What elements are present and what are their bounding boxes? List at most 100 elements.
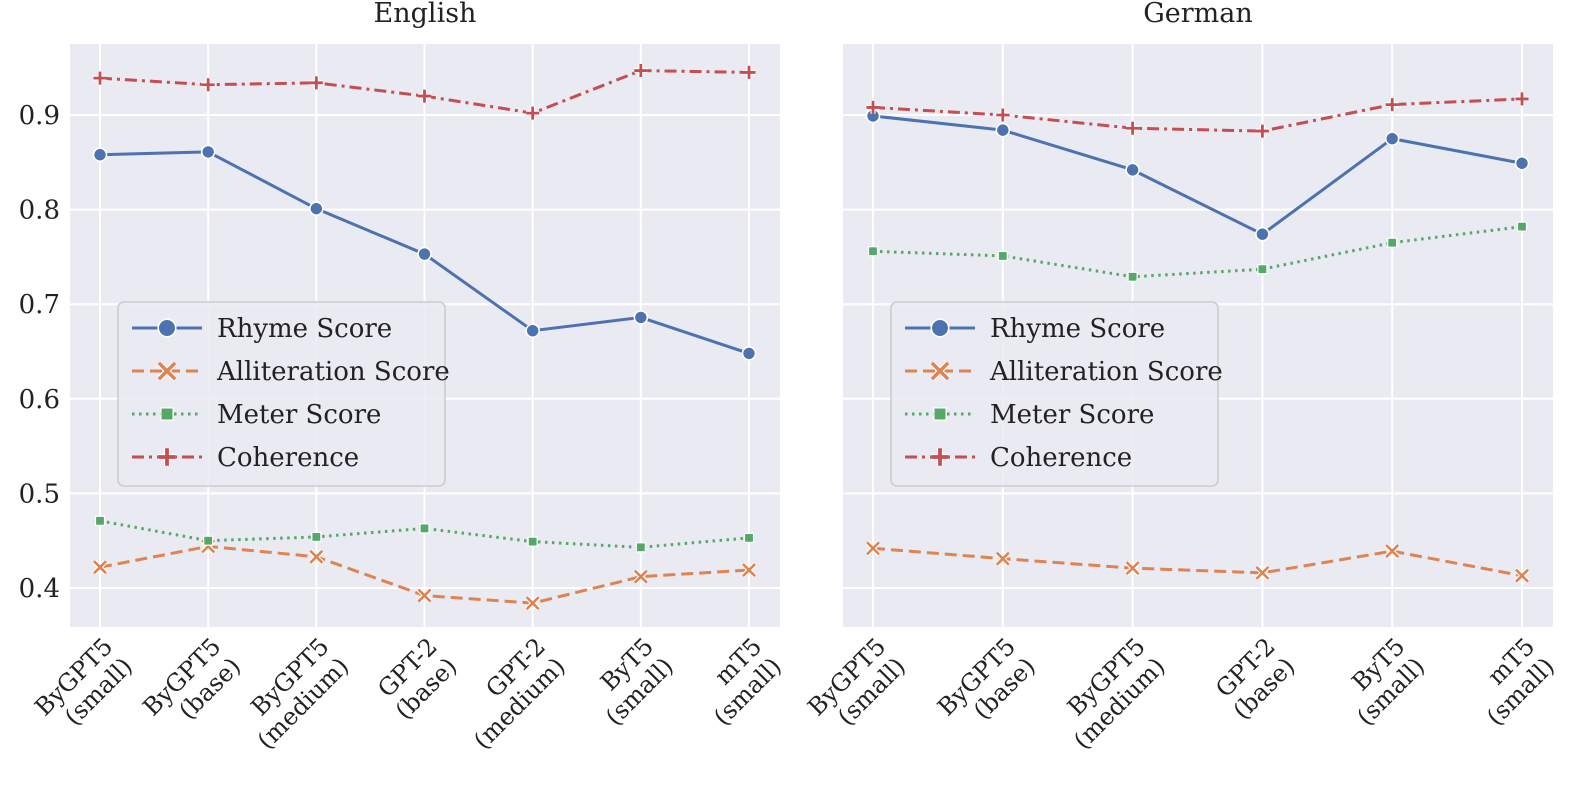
panel-2-legend-swatch-marker-3 [931, 448, 949, 466]
panel-2-series-1-point-0 [866, 541, 880, 556]
panel-1-series-2-point-3 [419, 523, 430, 534]
panel-2-legend-swatch-marker-0 [930, 318, 950, 338]
panel-2-xtick-label-2: ByGPT5(medium) [1048, 632, 1170, 754]
panel-1-ytick-label-4: 0.8 [19, 196, 60, 226]
panel-1-legend-label-1: Alliteration Score [216, 357, 450, 387]
panel-1-legend-label-3: Coherence [217, 443, 359, 473]
panel-1-series-1-point-2 [309, 549, 324, 564]
panel-2-series-3-point-1 [996, 108, 1010, 122]
panel-2: German ByGPT5(small) ByGPT5(base) ByGPT5(me… [802, 0, 1560, 755]
panel-2-series-2-point-2 [1127, 271, 1138, 282]
panel-2-series-0-point-2 [1125, 162, 1140, 178]
panel-1-legend-swatch-marker-0 [157, 318, 177, 338]
panel-2-series-3-point-5 [1515, 92, 1529, 106]
panel-1-series-3-point-0 [93, 71, 107, 85]
panel-2-series-0-point-1 [995, 122, 1011, 138]
panel-2-xtick-label-4: ByT5(small) [1332, 632, 1431, 731]
panel-1-xtick-label-3: GPT-2(base) [370, 632, 463, 725]
panel-1-series-0-point-3 [417, 246, 432, 262]
panel-1-series-0-point-4 [525, 323, 540, 338]
panel-2-series-2-point-0 [867, 246, 879, 257]
panel-2-series-2-point-5 [1516, 221, 1528, 232]
panel-1-series-3-point-6 [742, 65, 756, 79]
panel-1-legend-label-2: Meter Score [217, 400, 381, 430]
panel-2-series-2-point-1 [997, 250, 1008, 262]
panel-1-series-0-point-6 [741, 346, 757, 361]
panel-2-series-3 [866, 92, 1529, 138]
panel-2-series-0-point-3 [1255, 226, 1270, 242]
panel-1-series-3-point-2 [309, 76, 323, 90]
panel-1-ytick-label-3: 0.7 [19, 290, 60, 320]
panel-1-legend-swatch-marker-2 [160, 407, 174, 421]
panel-2-series-2 [867, 221, 1528, 282]
panel-2-legend-item-1: Alliteration Score [905, 357, 1223, 387]
panel-2-series-1-point-2 [1125, 561, 1140, 576]
panel-1-series-0-point-5 [633, 310, 649, 325]
panel-2-series-1-line [872, 546, 1523, 578]
panel-2-series-1-point-1 [995, 551, 1010, 566]
panel-1-series-1 [92, 538, 757, 611]
panel-1-series-0 [92, 144, 757, 361]
panel-1-xtick-label-0: ByGPT5(small) [29, 632, 138, 741]
panel-1-xtick-label-4: GPT-2(medium) [448, 632, 570, 754]
panel-2-series-0-point-4 [1384, 131, 1400, 146]
panel-2-xtick-label-5: mT5(small) [1461, 632, 1560, 731]
panel-2-series-1-point-4 [1385, 544, 1400, 559]
panel-2-legend-swatch-marker-1 [930, 361, 950, 381]
panel-2-series-1-point-3 [1255, 565, 1270, 580]
panel-1-legend-item-0: Rhyme Score [132, 314, 392, 344]
panel-1-series-1-point-5 [633, 569, 648, 584]
panel-2-legend-item-3: Coherence [905, 443, 1132, 473]
panel-1-series-0-point-0 [92, 147, 108, 163]
panel-2-series-1-point-5 [1515, 568, 1529, 583]
panel-2-series-0-line [872, 114, 1523, 236]
panel-2-series-3-line [872, 97, 1523, 133]
panel-1-series-3-point-3 [418, 89, 431, 103]
panel-2-series-0-point-5 [1514, 155, 1530, 171]
panel-2-series-0 [865, 108, 1530, 242]
panel-1-series-2-point-5 [635, 542, 646, 553]
panel-1-legend-item-2: Meter Score [132, 400, 381, 430]
panel-2-series-2-point-3 [1257, 264, 1268, 275]
panel-1-series-2-point-6 [743, 532, 755, 543]
panel-1-series-1-point-3 [417, 588, 432, 603]
panel-1-ytick-label-5: 0.9 [19, 101, 60, 131]
panel-1-series-0-point-1 [200, 144, 216, 160]
panel-1-series-1-point-6 [742, 563, 756, 577]
panel-2-xtick-label-0: ByGPT5(small) [802, 632, 911, 741]
panel-2-legend-label-3: Coherence [990, 443, 1132, 473]
panel-2-legend: Rhyme Score Alliteration Score Meter Score… [890, 301, 1223, 487]
panel-1-series-2-point-1 [203, 535, 214, 546]
panel-1-series-1-point-0 [93, 560, 107, 575]
panel-2-series-2-point-4 [1387, 237, 1398, 248]
panel-2-legend-item-0: Rhyme Score [905, 314, 1165, 344]
panel-1-series-1-point-4 [525, 596, 540, 611]
panel-2-legend-swatch-marker-2 [933, 407, 947, 421]
panel-2-legend-label-1: Alliteration Score [989, 357, 1223, 387]
panel-1-ytick-label-1: 0.5 [19, 479, 60, 509]
panel-2-xtick-label-1: ByGPT5(base) [932, 632, 1041, 741]
panel-1-series-2-point-2 [311, 531, 322, 543]
panel-2-title: German [1143, 0, 1253, 29]
panel-1-series-3-point-5 [634, 64, 648, 78]
panel-2-xtick-label-3: GPT-2(base) [1208, 632, 1301, 725]
panel-1-series-2-point-4 [527, 536, 538, 547]
panel-2-legend-label-0: Rhyme Score [990, 314, 1165, 344]
panel-2-legend-box [890, 301, 1219, 487]
panel-1-xtick-label-5: ByT5(small) [580, 632, 679, 731]
panel-1-xtick-label-1: ByGPT5(base) [137, 632, 246, 741]
panel-1-ytick-label-2: 0.6 [19, 385, 60, 415]
panel-1-series-2-point-0 [94, 515, 106, 526]
panel-1-ytick-label-0: 0.4 [19, 574, 60, 604]
panel-1-series-0-point-2 [309, 201, 324, 216]
panel-1-xtick-label-6: mT5(small) [688, 632, 787, 731]
panel-1-legend-swatch-marker-3 [158, 448, 176, 466]
panel-1-xtick-label-2: ByGPT5(medium) [232, 632, 354, 754]
panel-1-series-3 [93, 64, 756, 120]
panel-1-legend-box [117, 301, 446, 487]
panel-2-series-3-point-4 [1385, 98, 1399, 112]
panel-2-legend-label-2: Meter Score [990, 400, 1154, 430]
